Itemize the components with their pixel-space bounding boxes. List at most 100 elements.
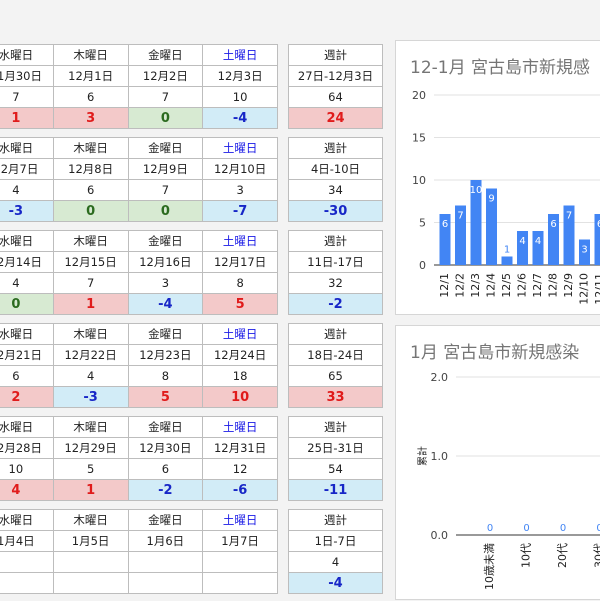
x-tick-label: 10代	[520, 543, 533, 568]
day-header: 金曜日	[128, 45, 203, 66]
diff-cell: 0	[128, 108, 203, 129]
date-cell: 12月2日	[128, 66, 203, 87]
count-cell	[53, 552, 128, 573]
sum-header: 週計	[289, 231, 383, 252]
count-cell: 10	[203, 87, 278, 108]
week-block: 水曜日木曜日金曜日土曜日11月30日12月1日12月2日12月3日7671013…	[0, 44, 278, 128]
sum-range: 18日-24日	[289, 345, 383, 366]
sum-diff: 24	[289, 108, 383, 129]
count-cell: 7	[0, 87, 53, 108]
count-cell: 4	[0, 273, 53, 294]
daily-table: 水曜日木曜日金曜日土曜日12月7日12月8日12月9日12月10日4673-30…	[0, 137, 278, 222]
count-cell	[0, 552, 53, 573]
day-header: 木曜日	[53, 417, 128, 438]
diff-cell	[53, 573, 128, 594]
count-cell: 6	[53, 180, 128, 201]
x-tick-label: 12/1	[438, 273, 451, 298]
sum-diff: -11	[289, 480, 383, 501]
diff-cell: 5	[128, 387, 203, 408]
daily-table: 水曜日木曜日金曜日土曜日12月21日12月22日12月23日12月24日6481…	[0, 323, 278, 408]
count-cell: 7	[128, 87, 203, 108]
x-tick-label: 10歳未満	[483, 543, 496, 590]
day-header: 水曜日	[0, 324, 53, 345]
date-cell: 12月1日	[53, 66, 128, 87]
date-cell: 12月17日	[203, 252, 278, 273]
sum-header: 週計	[289, 324, 383, 345]
diff-cell: -6	[203, 480, 278, 501]
diff-cell: 3	[53, 108, 128, 129]
sum-count: 32	[289, 273, 383, 294]
sum-diff: 33	[289, 387, 383, 408]
day-header: 木曜日	[53, 45, 128, 66]
y-tick-label: 2.0	[431, 371, 449, 384]
diff-cell: 0	[128, 201, 203, 222]
sum-header: 週計	[289, 45, 383, 66]
day-header: 金曜日	[128, 231, 203, 252]
date-cell: 1月5日	[53, 531, 128, 552]
sum-count: 4	[289, 552, 383, 573]
count-cell: 6	[53, 87, 128, 108]
diff-cell: -3	[53, 387, 128, 408]
diff-cell: 0	[53, 201, 128, 222]
day-header: 木曜日	[53, 324, 128, 345]
y-tick-label: 20	[412, 89, 426, 102]
day-header: 土曜日	[203, 510, 278, 531]
bar	[502, 257, 513, 266]
week-block: 水曜日木曜日金曜日土曜日12月7日12月8日12月9日12月10日4673-30…	[0, 137, 278, 221]
sum-header: 週計	[289, 417, 383, 438]
date-cell: 1月4日	[0, 531, 53, 552]
sum-count: 34	[289, 180, 383, 201]
data-label: 0	[487, 523, 493, 534]
date-cell: 12月28日	[0, 438, 53, 459]
diff-cell: -7	[203, 201, 278, 222]
date-cell: 12月30日	[128, 438, 203, 459]
date-cell: 12月23日	[128, 345, 203, 366]
diff-cell	[0, 573, 53, 594]
count-cell: 3	[128, 273, 203, 294]
sum-range: 1日-7日	[289, 531, 383, 552]
sum-count: 54	[289, 459, 383, 480]
date-cell: 12月9日	[128, 159, 203, 180]
date-cell: 12月31日	[203, 438, 278, 459]
day-header: 水曜日	[0, 45, 53, 66]
date-cell: 12月24日	[203, 345, 278, 366]
diff-cell	[128, 573, 203, 594]
sum-diff: -4	[289, 573, 383, 594]
data-label: 0	[523, 523, 529, 534]
count-cell: 5	[53, 459, 128, 480]
data-label: 7	[457, 211, 463, 222]
x-tick-label: 12/2	[454, 273, 467, 298]
y-tick-label: 1.0	[431, 450, 449, 463]
x-tick-label: 12/9	[562, 273, 575, 298]
week-block: 水曜日木曜日金曜日土曜日12月14日12月15日12月16日12月17日4738…	[0, 230, 278, 314]
diff-cell: -4	[203, 108, 278, 129]
day-header: 水曜日	[0, 231, 53, 252]
data-label: 1	[504, 245, 510, 256]
day-header: 土曜日	[203, 231, 278, 252]
x-tick-label: 30代	[593, 543, 600, 568]
y-axis-label: 累計	[416, 446, 429, 466]
count-cell: 12	[203, 459, 278, 480]
count-cell: 7	[128, 180, 203, 201]
count-cell: 4	[0, 180, 53, 201]
date-cell: 12月8日	[53, 159, 128, 180]
data-label: 6	[442, 219, 448, 230]
diff-cell: 1	[53, 480, 128, 501]
sum-diff: -2	[289, 294, 383, 315]
day-header: 木曜日	[53, 510, 128, 531]
day-header: 金曜日	[128, 138, 203, 159]
x-tick-label: 12/7	[531, 273, 544, 298]
date-cell: 1月6日	[128, 531, 203, 552]
diff-cell: 1	[53, 294, 128, 315]
count-cell	[203, 552, 278, 573]
x-tick-label: 12/11	[593, 273, 600, 305]
diff-cell: 0	[0, 294, 53, 315]
sum-range: 25日-31日	[289, 438, 383, 459]
